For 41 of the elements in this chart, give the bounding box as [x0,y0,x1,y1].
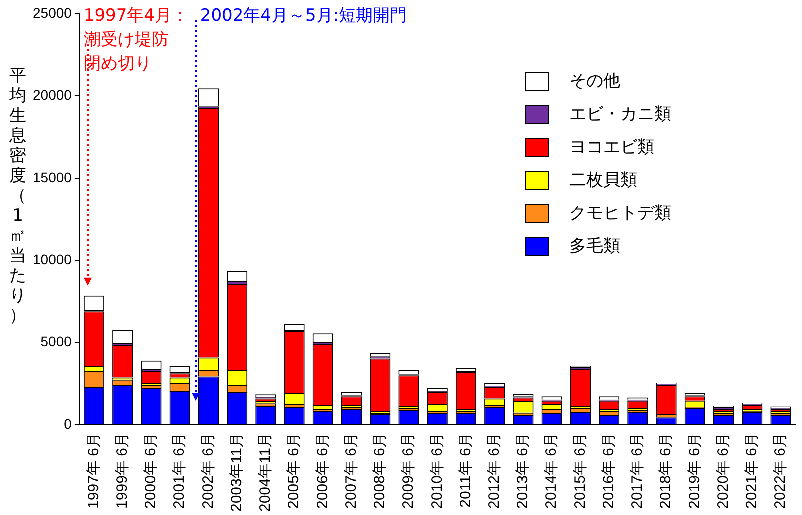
x-tick-label: 1999年 6月 [114,433,131,509]
x-tick-label: 2022年 6月 [772,433,790,509]
y-tick-label: 15000 [32,169,72,186]
x-tick-label: 2011年 6月 [457,433,474,508]
y-tick-label: 10000 [32,251,72,268]
x-tick-label: 2021年 6月 [744,433,761,509]
legend-label: 多毛類 [569,236,620,256]
x-tick-label: 2008年 6月 [372,433,389,509]
ref-line-label: 2002年4月～5月:短期開門 [200,5,408,28]
legend-label: 二枚貝類 [569,170,638,190]
x-tick-label: 2003年11月 [228,433,246,512]
x-tick-label: 1997年 6月 [85,433,102,509]
x-tick-label: 2020年 6月 [714,433,732,509]
ref-line-label: 1997年4月： [84,5,190,28]
x-tick-label: 2013年 6月 [514,433,532,509]
y-tick-label: 5000 [40,334,72,350]
legend-label: エビ・カニ類 [569,104,672,124]
x-tick-label: 2012年 6月 [486,433,503,509]
y-tick-label: 0 [64,416,72,432]
y-tick-label: 25000 [32,4,72,21]
legend-label: その他 [569,71,620,92]
x-tick-label: 2002年 6月 [200,433,217,509]
x-tick-label: 2017年 6月 [629,433,646,509]
x-tick-label: 2001年 6月 [171,433,188,509]
x-tick-label: 2018年 6月 [658,433,675,509]
x-tick-label: 2004年11月 [257,433,274,512]
x-tick-label: 2005年 6月 [286,433,303,509]
x-tick-label: 2009年 6月 [400,433,418,509]
legend-label: ヨコエビ類 [569,137,654,158]
x-tick-label: 2010年 6月 [428,433,446,509]
x-tick-label: 2006年 6月 [314,433,332,509]
text: 平均生息密度（1㎡当たり） [10,66,26,326]
y-tick-label: 20000 [32,87,72,104]
legend-label: クモヒトデ類 [569,203,672,224]
x-tick-label: 2019年 6月 [686,433,704,509]
x-tick-label: 2016年 6月 [600,433,618,509]
x-tick-label: 2007年 6月 [342,433,360,509]
x-tick-label: 2015年 6月 [572,433,589,509]
x-tick-label: 2014年 6月 [543,433,560,509]
annotation: 潮受け堤防閉め切り [84,29,170,76]
x-tick-label: 2000年 6月 [142,433,160,509]
